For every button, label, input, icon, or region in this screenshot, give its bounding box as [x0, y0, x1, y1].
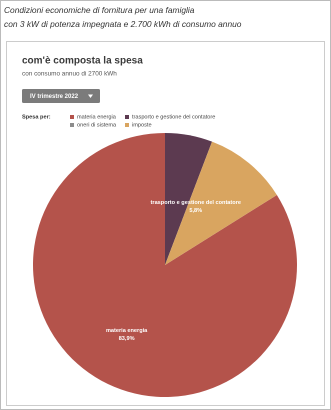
legend-label: oneri di sistema: [77, 122, 117, 128]
chart-subtitle: con consumo annuo di 2700 kWh: [22, 71, 117, 78]
dropdown-box[interactable]: [22, 89, 100, 103]
header-line: Condizioni economiche di fornitura per u…: [4, 5, 195, 15]
legend-label: materia energia: [77, 114, 117, 120]
header-line: con 3 kW di potenza impegnata e 2.700 kW…: [4, 19, 242, 29]
dropdown-label[interactable]: IV trimestre 2022: [30, 94, 79, 100]
legend-swatch: [70, 123, 74, 127]
pie-slice: [165, 141, 277, 265]
legend-swatch: [125, 123, 129, 127]
card: [6, 41, 325, 406]
legend-swatch: [70, 115, 74, 119]
legend-label: trasporto e gestione del contatore: [132, 114, 215, 120]
pie: materia energia 83,9% trasporto e gestione…: [32, 133, 297, 398]
legend: materia energia trasporto e gestione del …: [70, 114, 215, 128]
slice-category: materia energia: [106, 328, 148, 334]
dropdown-arrow: [88, 94, 93, 98]
slice-label: 5,8%: [189, 208, 202, 214]
legend-label: imposte: [132, 122, 152, 128]
legend-title: Spesa per:: [22, 114, 51, 120]
slice-label: 83,9%: [119, 336, 135, 342]
chart-title: com'è composta la spesa: [22, 56, 143, 67]
pie-slice: [165, 133, 213, 265]
period-dropdown[interactable]: IV trimestre 2022: [22, 89, 100, 103]
legend-swatch: [125, 115, 129, 119]
slice-category: trasporto e gestione del contatore: [151, 200, 241, 206]
